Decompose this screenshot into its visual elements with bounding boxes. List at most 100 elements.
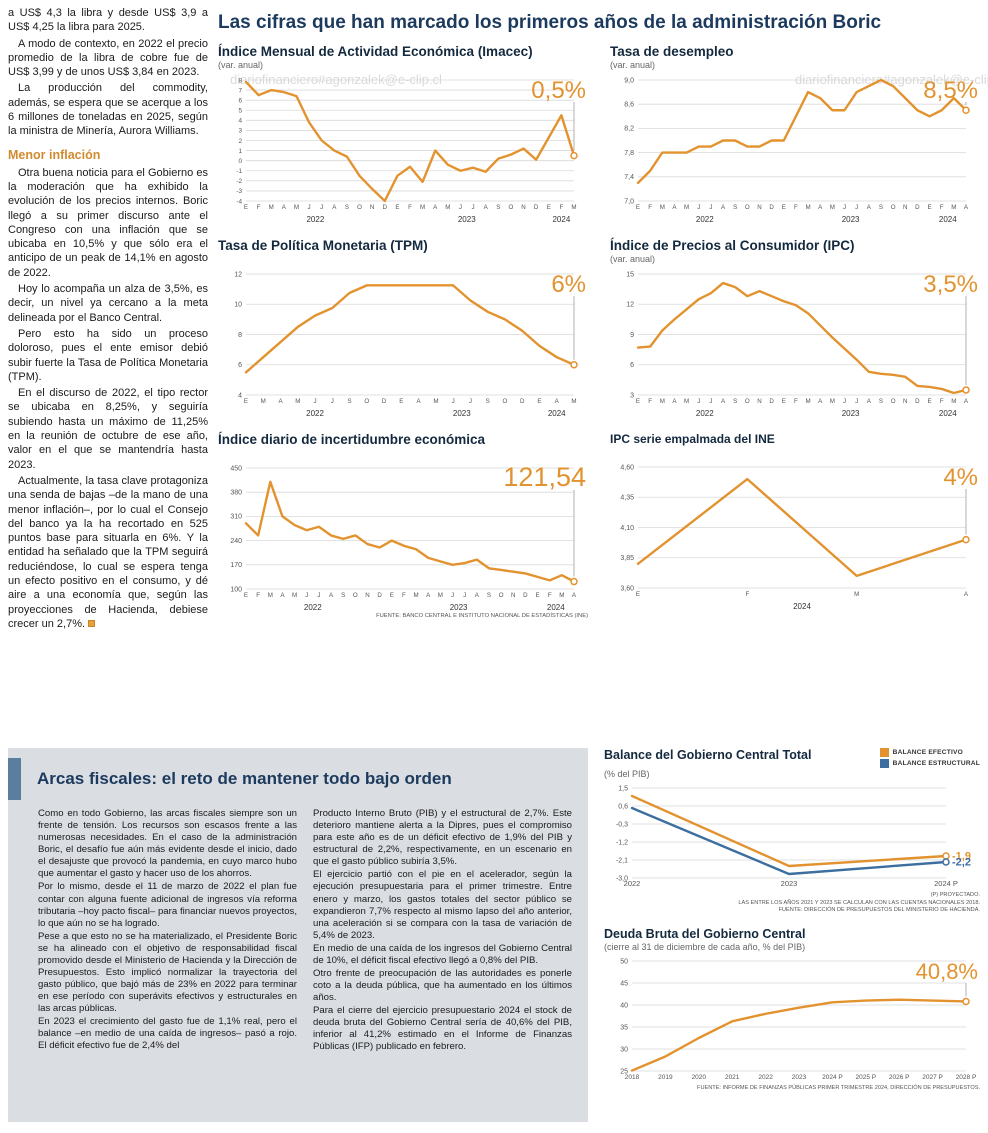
svg-text:-3: -3: [236, 188, 242, 195]
legend-swatch-orange: [879, 748, 889, 757]
chart-subtitle: (var. anual): [610, 254, 656, 264]
svg-text:M: M: [294, 204, 299, 211]
svg-text:M: M: [660, 204, 665, 211]
svg-text:S: S: [733, 204, 737, 211]
chart-card-balance: Balance del Gobierno Central Total BALAN…: [604, 748, 980, 915]
svg-text:A: A: [572, 592, 577, 599]
legend-item-balance-estructural: BALANCE ESTRUCTURAL: [879, 759, 980, 768]
svg-text:S: S: [348, 398, 352, 405]
legend-item-balance-efectivo: BALANCE EFECTIVO: [879, 748, 980, 757]
main-headline: Las cifras que han marcado los primeros …: [218, 12, 882, 33]
svg-text:2023: 2023: [450, 603, 468, 612]
svg-text:310: 310: [230, 514, 242, 521]
svg-text:J: J: [472, 204, 475, 211]
article-paragraph: Producto Interno Bruto (PIB) y el estruc…: [313, 808, 572, 868]
svg-text:7,8: 7,8: [624, 150, 634, 157]
svg-text:M: M: [433, 398, 438, 405]
chart-title: Tasa de Política Monetaria (TPM): [218, 238, 428, 253]
svg-text:O: O: [509, 204, 514, 211]
svg-text:2022: 2022: [624, 879, 641, 888]
svg-text:12: 12: [626, 302, 634, 309]
bottom-charts-column: Balance del Gobierno Central Total BALAN…: [604, 748, 980, 1091]
svg-text:M: M: [660, 398, 665, 405]
svg-text:N: N: [903, 204, 907, 211]
charts-section: Las cifras que han marcado los primeros …: [218, 12, 980, 619]
svg-text:N: N: [903, 398, 907, 405]
svg-text:F: F: [256, 592, 260, 599]
svg-text:2023: 2023: [781, 879, 798, 888]
svg-text:S: S: [486, 398, 490, 405]
article-paragraph: Otro frente de preocupación de las autor…: [313, 968, 572, 1004]
svg-text:N: N: [370, 204, 374, 211]
svg-text:M: M: [830, 398, 835, 405]
svg-text:M: M: [269, 204, 274, 211]
svg-text:0,6: 0,6: [618, 803, 628, 810]
chart-card-tpm: Tasa de Política Monetaria (TPM) 12 10 8 6 4…: [218, 238, 588, 418]
svg-text:A: A: [964, 398, 969, 405]
svg-text:J: J: [697, 204, 700, 211]
chart-title: Tasa de desempleo: [610, 44, 734, 59]
svg-text:7,4: 7,4: [624, 174, 634, 181]
svg-text:J: J: [855, 204, 858, 211]
svg-text:M: M: [854, 591, 859, 598]
svg-text:F: F: [559, 204, 563, 211]
svg-text:A: A: [282, 204, 287, 211]
svg-text:E: E: [782, 398, 786, 405]
svg-text:2023: 2023: [458, 215, 476, 224]
svg-text:M: M: [559, 592, 564, 599]
legend-label: BALANCE ESTRUCTURAL: [892, 760, 980, 767]
svg-text:2022: 2022: [696, 409, 714, 418]
svg-text:-3,0: -3,0: [616, 875, 628, 882]
svg-text:3: 3: [630, 392, 634, 399]
chart-card-desempleo: Tasa de desempleo (var. anual) 9,0 8,6 8,2…: [610, 44, 980, 224]
svg-text:F: F: [940, 204, 944, 211]
svg-text:450: 450: [230, 465, 242, 472]
svg-text:15: 15: [626, 271, 634, 278]
svg-text:M: M: [830, 204, 835, 211]
svg-text:E: E: [244, 398, 248, 405]
svg-text:10: 10: [234, 302, 242, 309]
legend-label: BALANCE EFECTIVO: [892, 749, 963, 756]
balance-title-row: Balance del Gobierno Central Total BALAN…: [604, 748, 980, 768]
svg-text:4%: 4%: [943, 464, 978, 491]
svg-text:2018: 2018: [625, 1074, 640, 1081]
left-article-column: a US$ 4,3 la libra y desde US$ 3,9 a US$…: [8, 6, 208, 633]
svg-text:7: 7: [238, 87, 242, 94]
svg-text:A: A: [818, 398, 823, 405]
svg-text:M: M: [261, 398, 266, 405]
article-paragraph: a US$ 4,3 la libra y desde US$ 3,9 a US$…: [8, 7, 208, 34]
svg-text:12: 12: [234, 271, 242, 278]
svg-text:A: A: [433, 204, 438, 211]
chart-note: LAS ENTRE LOS AÑOS 2021 Y 2023 SE CALCUL…: [738, 899, 980, 906]
svg-text:M: M: [571, 398, 576, 405]
svg-text:M: M: [684, 398, 689, 405]
chart-title: Índice diario de incertidumbre económica: [218, 432, 486, 447]
svg-text:2022: 2022: [304, 603, 322, 612]
svg-text:A: A: [484, 204, 489, 211]
svg-text:A: A: [555, 398, 560, 405]
svg-text:121,54: 121,54: [503, 462, 586, 492]
svg-text:F: F: [940, 398, 944, 405]
svg-text:S: S: [733, 398, 737, 405]
article-paragraph: Pese a que esto no se ha materializado, …: [38, 930, 297, 1015]
svg-text:O: O: [364, 398, 369, 405]
svg-text:2022: 2022: [758, 1074, 773, 1081]
svg-text:6: 6: [630, 362, 634, 369]
svg-text:2024: 2024: [939, 215, 957, 224]
incertidumbre-line-chart: 450 380 310 240 170 100 E F M A M J J A S O N D E F M A M J J A S O…: [218, 460, 588, 612]
svg-text:O: O: [891, 398, 896, 405]
svg-text:D: D: [377, 592, 382, 599]
chart-notes: (P) PROYECTADO. LAS ENTRE LOS AÑOS 2021 …: [604, 892, 980, 915]
fiscal-article-column-2: Producto Interno Bruto (PIB) y el estruc…: [313, 808, 572, 1055]
article-paragraph: Otra buena noticia para el Gobierno es l…: [8, 166, 208, 279]
svg-text:D: D: [523, 592, 528, 599]
svg-text:4,10: 4,10: [620, 525, 634, 532]
svg-text:O: O: [503, 398, 508, 405]
desempleo-line-chart: 9,0 8,6 8,2 7,8 7,4 7,0 E F M A M J J A S O N D E F M A M J J A S O…: [610, 72, 980, 224]
svg-text:E: E: [636, 398, 640, 405]
svg-text:A: A: [417, 398, 422, 405]
svg-text:F: F: [257, 204, 261, 211]
svg-text:A: A: [329, 592, 334, 599]
svg-text:F: F: [408, 204, 412, 211]
svg-text:J: J: [317, 592, 320, 599]
